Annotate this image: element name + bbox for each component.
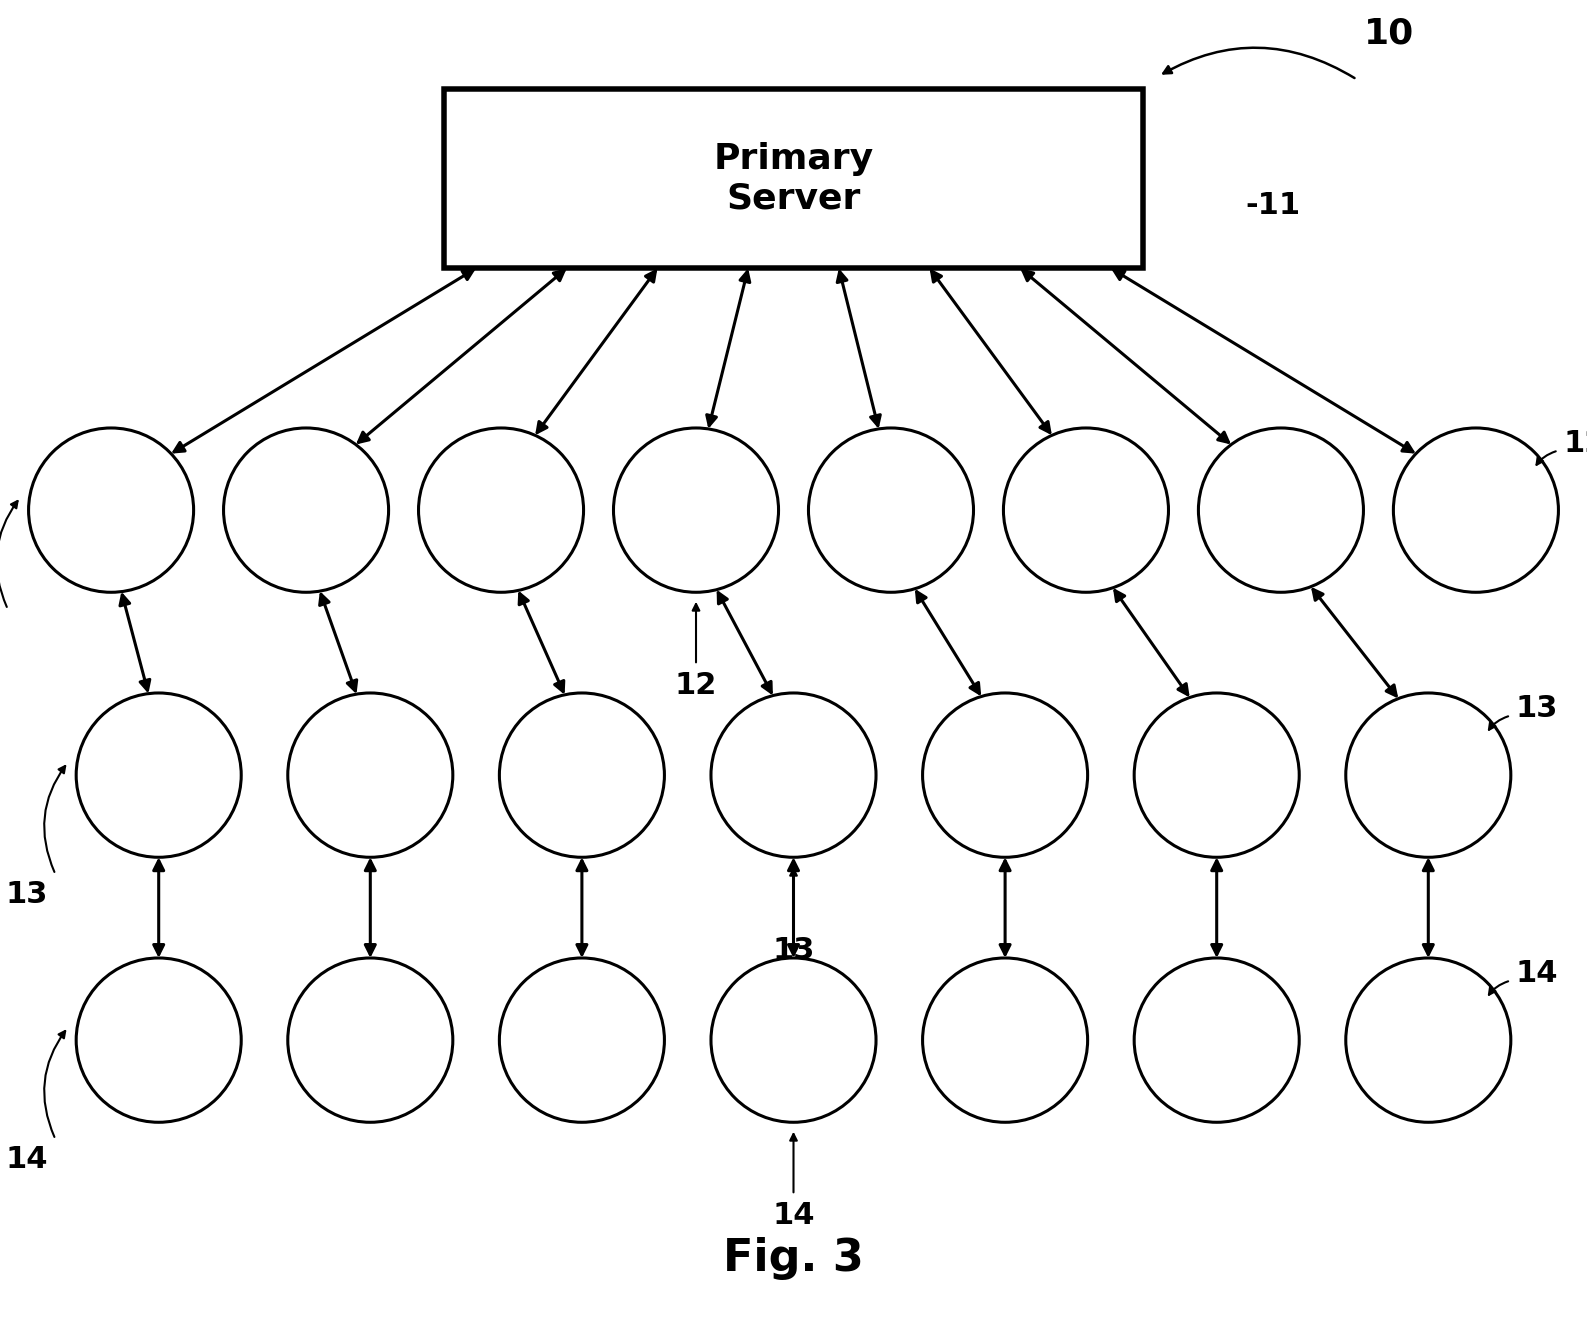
Ellipse shape [224,428,389,592]
Text: -11: -11 [1246,191,1301,220]
Ellipse shape [76,693,241,857]
Text: 13: 13 [773,935,814,965]
Text: 14: 14 [5,1145,48,1174]
Text: 12: 12 [1563,429,1587,458]
Ellipse shape [76,958,241,1122]
Ellipse shape [711,693,876,857]
Ellipse shape [1346,958,1511,1122]
Text: Primary
Server: Primary Server [714,142,873,216]
Text: 10: 10 [1363,16,1414,50]
Ellipse shape [1003,428,1168,592]
Ellipse shape [1393,428,1558,592]
Ellipse shape [29,428,194,592]
Ellipse shape [419,428,584,592]
Ellipse shape [614,428,779,592]
Ellipse shape [922,958,1087,1122]
Ellipse shape [1346,693,1511,857]
Ellipse shape [1135,693,1300,857]
Text: 12: 12 [674,670,717,700]
Text: Fig. 3: Fig. 3 [724,1238,863,1280]
Ellipse shape [711,958,876,1122]
Ellipse shape [922,693,1087,857]
Ellipse shape [287,958,452,1122]
Text: 13: 13 [1516,694,1558,723]
Ellipse shape [287,693,452,857]
Ellipse shape [500,958,665,1122]
Ellipse shape [500,693,665,857]
Ellipse shape [1135,958,1300,1122]
Bar [444,90,1143,268]
Ellipse shape [808,428,973,592]
Text: 14: 14 [773,1200,814,1230]
Ellipse shape [1198,428,1363,592]
Text: 13: 13 [5,880,48,909]
Text: 14: 14 [1516,959,1558,988]
